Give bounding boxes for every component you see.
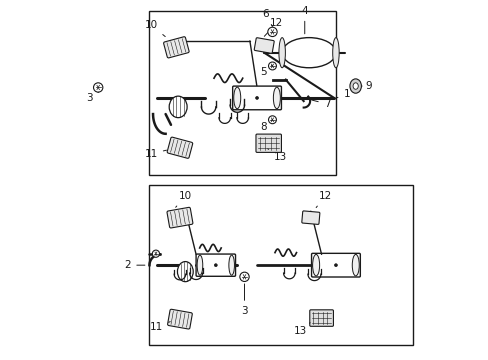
Ellipse shape	[351, 255, 359, 276]
Circle shape	[152, 250, 159, 257]
Text: 10: 10	[144, 20, 165, 37]
Text: 1: 1	[336, 89, 349, 99]
Ellipse shape	[197, 255, 203, 275]
Text: 13: 13	[293, 323, 309, 336]
Text: 10: 10	[175, 191, 191, 207]
Ellipse shape	[233, 87, 240, 109]
Ellipse shape	[352, 83, 358, 89]
Ellipse shape	[312, 255, 319, 276]
Ellipse shape	[273, 87, 280, 109]
Text: 13: 13	[267, 149, 286, 162]
Text: 3: 3	[241, 284, 247, 316]
Text: 2: 2	[124, 260, 144, 270]
Text: 11: 11	[150, 321, 170, 332]
Circle shape	[239, 272, 249, 282]
Circle shape	[334, 264, 337, 267]
FancyBboxPatch shape	[167, 137, 192, 158]
FancyBboxPatch shape	[167, 207, 192, 228]
FancyBboxPatch shape	[255, 134, 281, 152]
Circle shape	[255, 96, 258, 99]
Circle shape	[267, 27, 277, 37]
Bar	[149, 185, 412, 345]
Ellipse shape	[177, 262, 193, 282]
Text: 9: 9	[362, 81, 371, 91]
Ellipse shape	[349, 79, 361, 93]
Circle shape	[268, 116, 276, 124]
Ellipse shape	[228, 255, 234, 275]
FancyBboxPatch shape	[309, 310, 333, 326]
Text: 5: 5	[259, 65, 271, 77]
Text: 4: 4	[301, 6, 307, 34]
Text: 12: 12	[264, 18, 283, 36]
Circle shape	[214, 264, 217, 267]
Text: 11: 11	[144, 149, 166, 159]
Text: 6: 6	[262, 9, 272, 27]
Circle shape	[268, 62, 276, 70]
FancyBboxPatch shape	[196, 254, 235, 276]
Ellipse shape	[169, 96, 187, 118]
Ellipse shape	[282, 38, 335, 68]
Bar	[149, 12, 335, 175]
FancyBboxPatch shape	[254, 38, 274, 53]
Text: 12: 12	[316, 191, 331, 208]
Ellipse shape	[278, 38, 285, 68]
Ellipse shape	[332, 38, 339, 68]
Text: 3: 3	[86, 92, 99, 103]
FancyBboxPatch shape	[167, 309, 192, 329]
FancyBboxPatch shape	[163, 37, 189, 58]
FancyBboxPatch shape	[301, 211, 319, 224]
Circle shape	[93, 83, 102, 92]
FancyBboxPatch shape	[311, 253, 360, 277]
Text: 8: 8	[259, 120, 271, 132]
Text: 7: 7	[311, 99, 329, 109]
FancyBboxPatch shape	[232, 86, 281, 110]
